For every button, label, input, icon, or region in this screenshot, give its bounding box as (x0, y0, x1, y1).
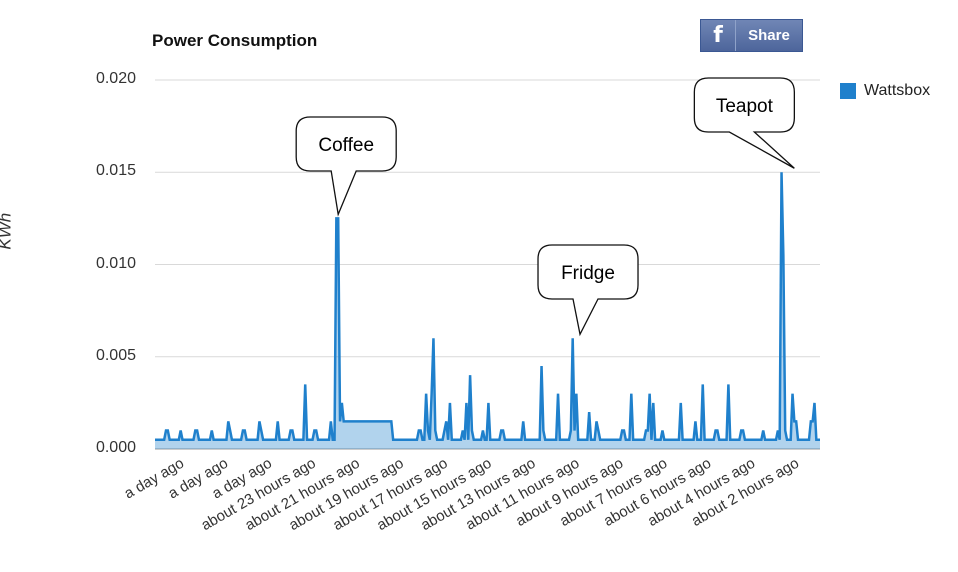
callout-bubble (537, 244, 639, 337)
y-tick-label: 0.000 (95, 439, 136, 456)
y-tick-label: 0.020 (95, 70, 136, 87)
y-tick-label: 0.015 (95, 162, 136, 180)
series-line-wattsbox (155, 172, 820, 442)
legend-label-wattsbox: Wattsbox (864, 82, 931, 99)
callout-bubble (295, 116, 397, 217)
chart-title: Power Consumption (152, 31, 318, 50)
legend[interactable]: Wattsbox (840, 82, 930, 100)
callout-label: Coffee (318, 135, 374, 156)
legend-swatch (840, 83, 856, 99)
facebook-share-button[interactable]: f Share (700, 19, 803, 52)
facebook-icon: f (701, 20, 736, 51)
y-tick-label: 0.010 (95, 254, 136, 272)
share-label: Share (748, 27, 790, 44)
callout-label: Teapot (716, 96, 774, 117)
callout-coffee: Coffee (295, 116, 397, 217)
callout-teapot: Teapot (693, 77, 796, 169)
y-tick-label: 0.005 (95, 346, 136, 364)
callout-fridge: Fridge (537, 244, 639, 337)
callout-bubble (693, 77, 796, 169)
callout-label: Fridge (561, 263, 615, 284)
